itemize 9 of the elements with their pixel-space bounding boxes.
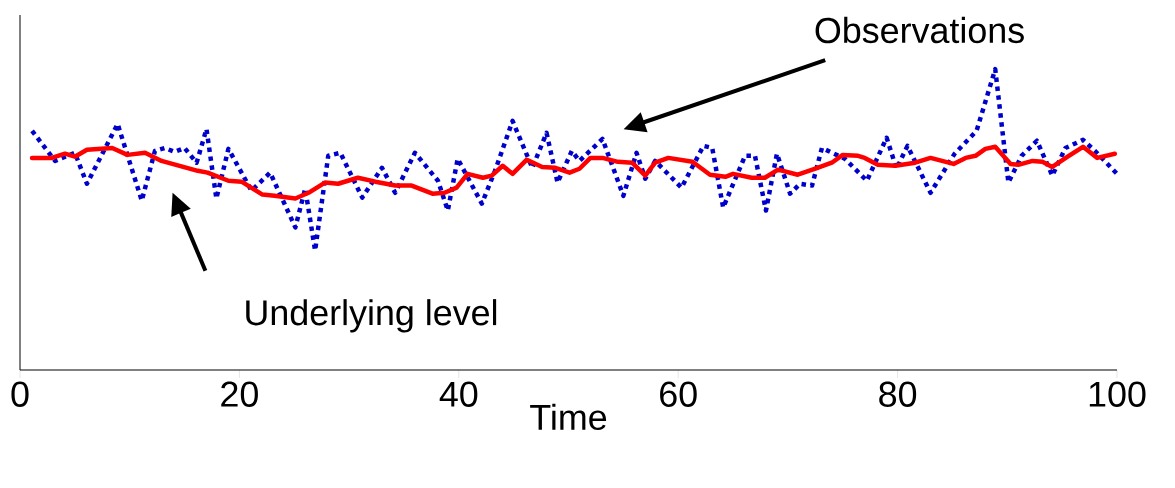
- x-axis-title: Time: [530, 403, 607, 431]
- x-tick-label: 60: [660, 381, 697, 407]
- text: Observations: [815, 16, 1024, 44]
- x-tick-label: 40: [439, 381, 478, 407]
- x-tick-label: 0: [11, 381, 29, 407]
- x-tick-label: 20: [221, 381, 258, 407]
- annotation: Underlying level: [246, 299, 497, 333]
- x-tick-label: 80: [879, 381, 917, 407]
- x-tick-label: 100: [1089, 381, 1146, 407]
